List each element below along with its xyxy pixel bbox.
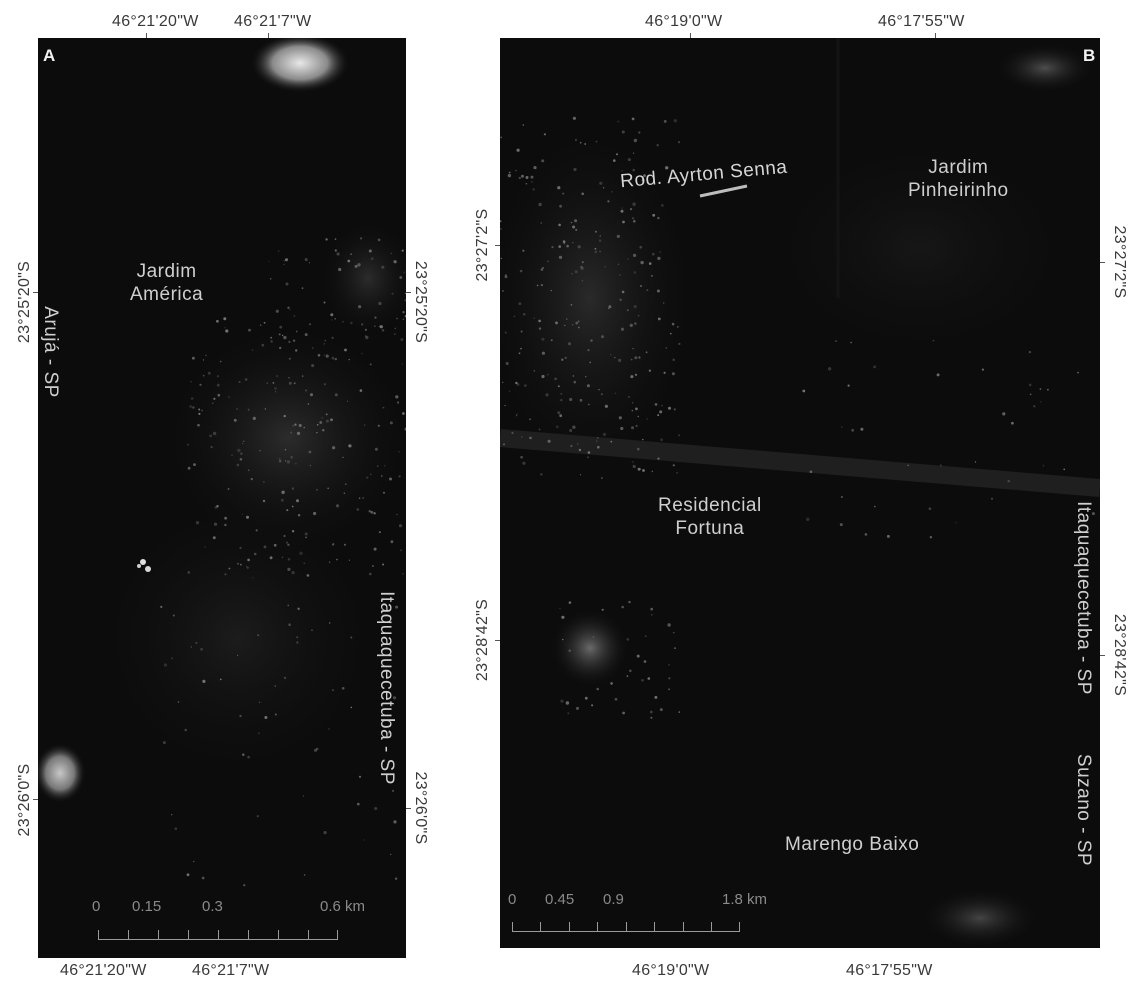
scale-label-b-2: 0.9 <box>603 891 624 908</box>
label-jardim-america: Jardim América <box>130 261 204 305</box>
coord-a-bottom-1: 46°21'20"W <box>60 962 147 979</box>
panel-letter-b: B <box>1083 46 1096 65</box>
coord-a-left-2: 23°26'0"S <box>16 763 33 837</box>
label-jardim-pinheirinho: Jardim Pinheirinho <box>908 157 1009 201</box>
coord-b-right-2: 23°28'42"S <box>1111 613 1128 697</box>
label-aruja: Arujá - SP <box>40 306 61 398</box>
satellite-imagery-a <box>38 38 406 887</box>
scale-label-3: 0.6 km <box>320 898 366 915</box>
label-itaquaquecetuba-b: Itaquaquecetuba - SP <box>1073 501 1094 695</box>
scale-label-b-1: 0.45 <box>545 891 575 908</box>
coord-b-right-1: 23°27'2"S <box>1111 225 1128 299</box>
map-panel-b: B Rod. Ayrton Senna Jardim Pinheirinho R… <box>500 38 1100 948</box>
scale-bar-b <box>512 921 740 932</box>
label-marengo-baixo: Marengo Baixo <box>785 834 920 855</box>
coord-a-right-2: 23°26'0"S <box>412 771 429 845</box>
label-suzano: Suzano - SP <box>1073 753 1094 867</box>
coord-a-left-1: 23°25'20"S <box>16 260 33 344</box>
scale-label-2: 0.3 <box>202 898 223 915</box>
coord-a-top-1: 46°21'20"W <box>112 13 199 30</box>
coord-b-bottom-2: 46°17'55"W <box>846 962 933 979</box>
scale-bar-a <box>98 929 338 940</box>
coord-a-bottom-2: 46°21'7"W <box>192 962 270 979</box>
satellite-imagery-b <box>500 38 1100 948</box>
scale-label-1: 0.15 <box>132 898 162 915</box>
scale-label-b-3: 1.8 km <box>722 891 768 908</box>
coord-b-top-2: 46°17'55"W <box>878 13 965 30</box>
coord-a-top-2: 46°21'7"W <box>234 13 312 30</box>
panel-letter-a: A <box>43 46 56 65</box>
map-panel-a: A Jardim América Arujá - SP Itaquaquecet… <box>38 38 406 958</box>
scale-label-0: 0 <box>92 898 101 915</box>
label-residencial-fortuna: Residencial Fortuna <box>658 495 762 539</box>
label-itaquaquecetuba-a: Itaquaquecetuba - SP <box>376 591 397 785</box>
coord-b-bottom-1: 46°19'0"W <box>632 962 710 979</box>
scale-label-b-0: 0 <box>508 891 517 908</box>
coord-b-top-1: 46°19'0"W <box>645 13 723 30</box>
coord-b-left-2: 23°28'42"S <box>474 598 491 682</box>
coord-b-left-1: 23°27'2"S <box>474 208 491 282</box>
coord-a-right-1: 23°25'20"S <box>412 260 429 344</box>
